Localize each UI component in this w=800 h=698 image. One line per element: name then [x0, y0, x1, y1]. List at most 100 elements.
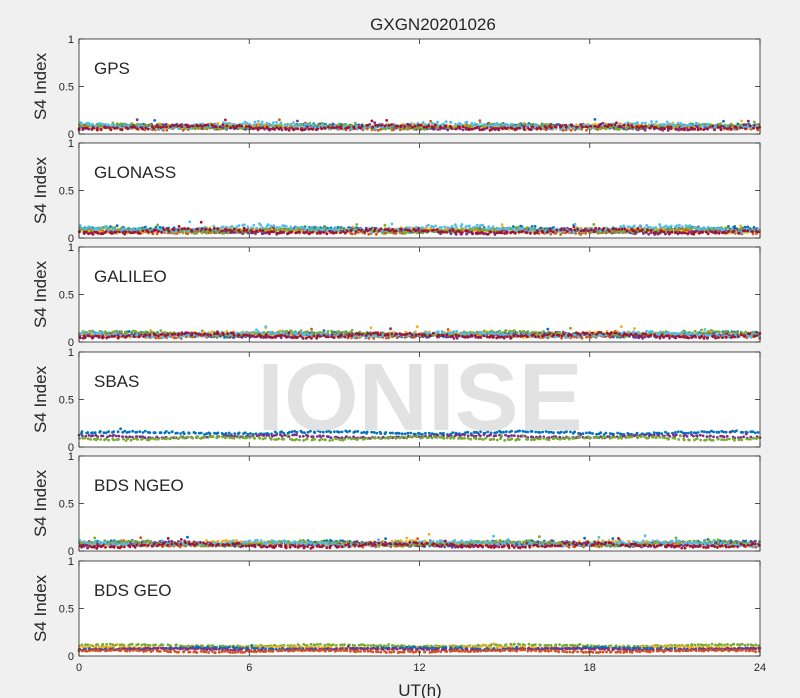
data-point [687, 123, 691, 127]
data-point [94, 231, 98, 234]
data-point [529, 232, 532, 235]
data-point [311, 123, 314, 127]
data-point [460, 223, 464, 226]
data-point [115, 122, 119, 125]
data-point [594, 226, 598, 230]
data-point [677, 128, 680, 132]
data-point [676, 121, 680, 125]
data-point [460, 227, 464, 231]
data-point [252, 223, 256, 227]
data-point [169, 125, 173, 128]
data-point [371, 125, 374, 129]
data-point [497, 124, 501, 127]
data-point [435, 228, 439, 232]
data-point [716, 126, 720, 129]
data-point [427, 124, 431, 128]
data-point [206, 123, 209, 127]
data-point [638, 229, 642, 233]
data-point [683, 231, 687, 235]
data-point [359, 229, 363, 232]
data-point [590, 230, 593, 234]
data-point [675, 224, 679, 228]
data-point [304, 228, 307, 232]
data-point [478, 121, 482, 125]
data-point [725, 127, 729, 131]
data-point [714, 231, 717, 235]
data-point [330, 126, 334, 130]
data-point [740, 227, 744, 230]
data-point [275, 226, 279, 229]
data-point [124, 230, 128, 234]
data-point [106, 123, 110, 127]
data-point [278, 226, 281, 230]
data-point [518, 227, 521, 231]
data-point [623, 227, 627, 231]
data-point [288, 231, 291, 235]
data-point [650, 120, 653, 123]
data-point [172, 124, 176, 128]
data-point [677, 126, 681, 130]
data-point [345, 331, 349, 334]
data-point [224, 126, 228, 130]
data-point [380, 123, 383, 127]
data-point [684, 224, 688, 228]
data-point [649, 229, 653, 232]
data-point [225, 124, 229, 128]
data-point [700, 328, 703, 332]
data-point [177, 225, 181, 228]
data-point [408, 229, 412, 233]
data-point [468, 227, 472, 231]
data-point [504, 127, 508, 131]
data-point [535, 127, 539, 131]
data-point [510, 127, 514, 130]
data-point [569, 326, 572, 330]
data-point [423, 229, 427, 233]
data-point [256, 126, 259, 130]
data-point [261, 123, 265, 127]
data-point [752, 120, 756, 124]
data-point [265, 121, 269, 125]
data-point [484, 123, 487, 127]
data-point [249, 125, 253, 129]
data-point [599, 122, 602, 126]
data-point [325, 232, 329, 236]
data-point [278, 118, 281, 122]
data-point [722, 119, 725, 123]
data-point [586, 125, 589, 129]
data-point [115, 224, 119, 228]
data-point [710, 230, 714, 234]
data-point [546, 327, 550, 331]
data-point [130, 122, 134, 126]
data-point [97, 124, 101, 128]
data-point [414, 229, 417, 233]
data-point [390, 222, 394, 226]
data-point [417, 227, 421, 231]
data-point [118, 230, 121, 234]
data-point [237, 126, 241, 130]
data-point [434, 224, 438, 228]
data-point [449, 120, 453, 124]
data-point [92, 126, 96, 130]
data-point [751, 230, 754, 234]
data-point [517, 230, 521, 234]
data-point [310, 225, 314, 229]
data-point [316, 127, 320, 131]
data-point [181, 231, 185, 235]
data-point [301, 128, 304, 132]
data-point [377, 123, 380, 127]
data-point [560, 228, 563, 232]
data-point [261, 226, 264, 230]
data-point [497, 128, 501, 132]
data-point [523, 128, 526, 132]
data-point [521, 230, 525, 233]
data-point [426, 229, 430, 233]
data-point [81, 126, 85, 130]
data-point [610, 126, 614, 129]
data-point [269, 230, 273, 234]
data-point [654, 126, 658, 129]
data-point [549, 229, 553, 233]
data-point [744, 127, 747, 131]
data-point [272, 121, 275, 125]
